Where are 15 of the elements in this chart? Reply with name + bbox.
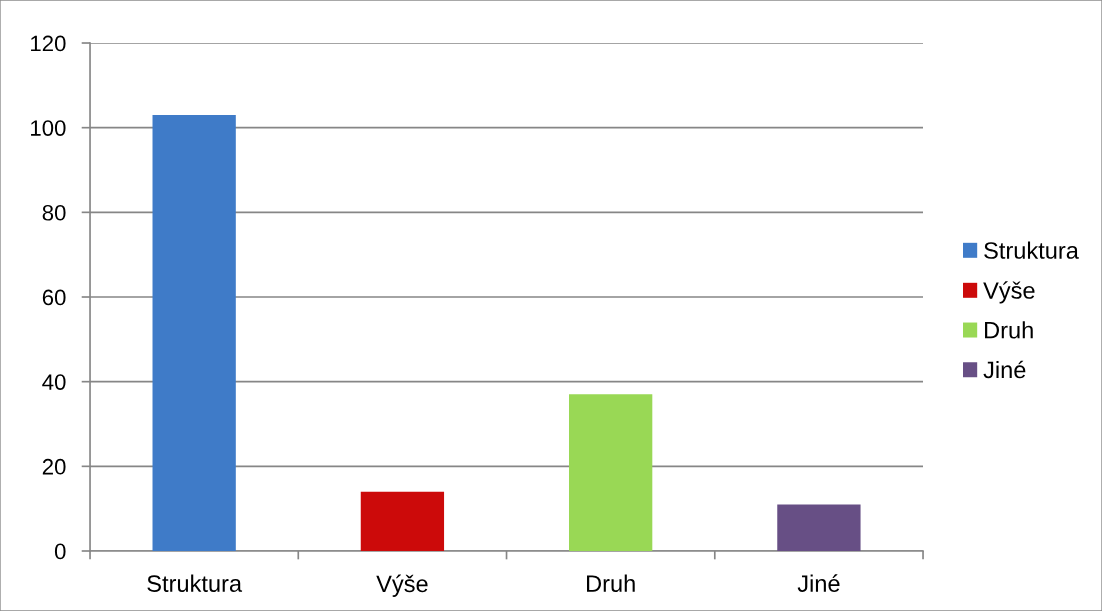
y-tick-label: 80 [42,204,66,221]
x-tick-label: Jiné [797,574,840,592]
y-tick-label: 60 [42,289,66,306]
y-tick-label: 20 [42,458,66,475]
y-tick-label: 40 [42,374,66,390]
x-tick-label: Struktura [147,574,243,592]
legend-label: Výše [983,281,1035,304]
legend-label: Struktura [984,241,1079,259]
x-tick-label: Druh [587,574,635,592]
legend-label: Jiné [983,360,1026,379]
y-tick-label: 0 [54,543,66,560]
x-tick-label: Výše [376,574,428,597]
y-tick-label: 100 [31,120,66,136]
legend-label: Druh [985,321,1033,339]
y-tick-label: 120 [31,35,66,52]
